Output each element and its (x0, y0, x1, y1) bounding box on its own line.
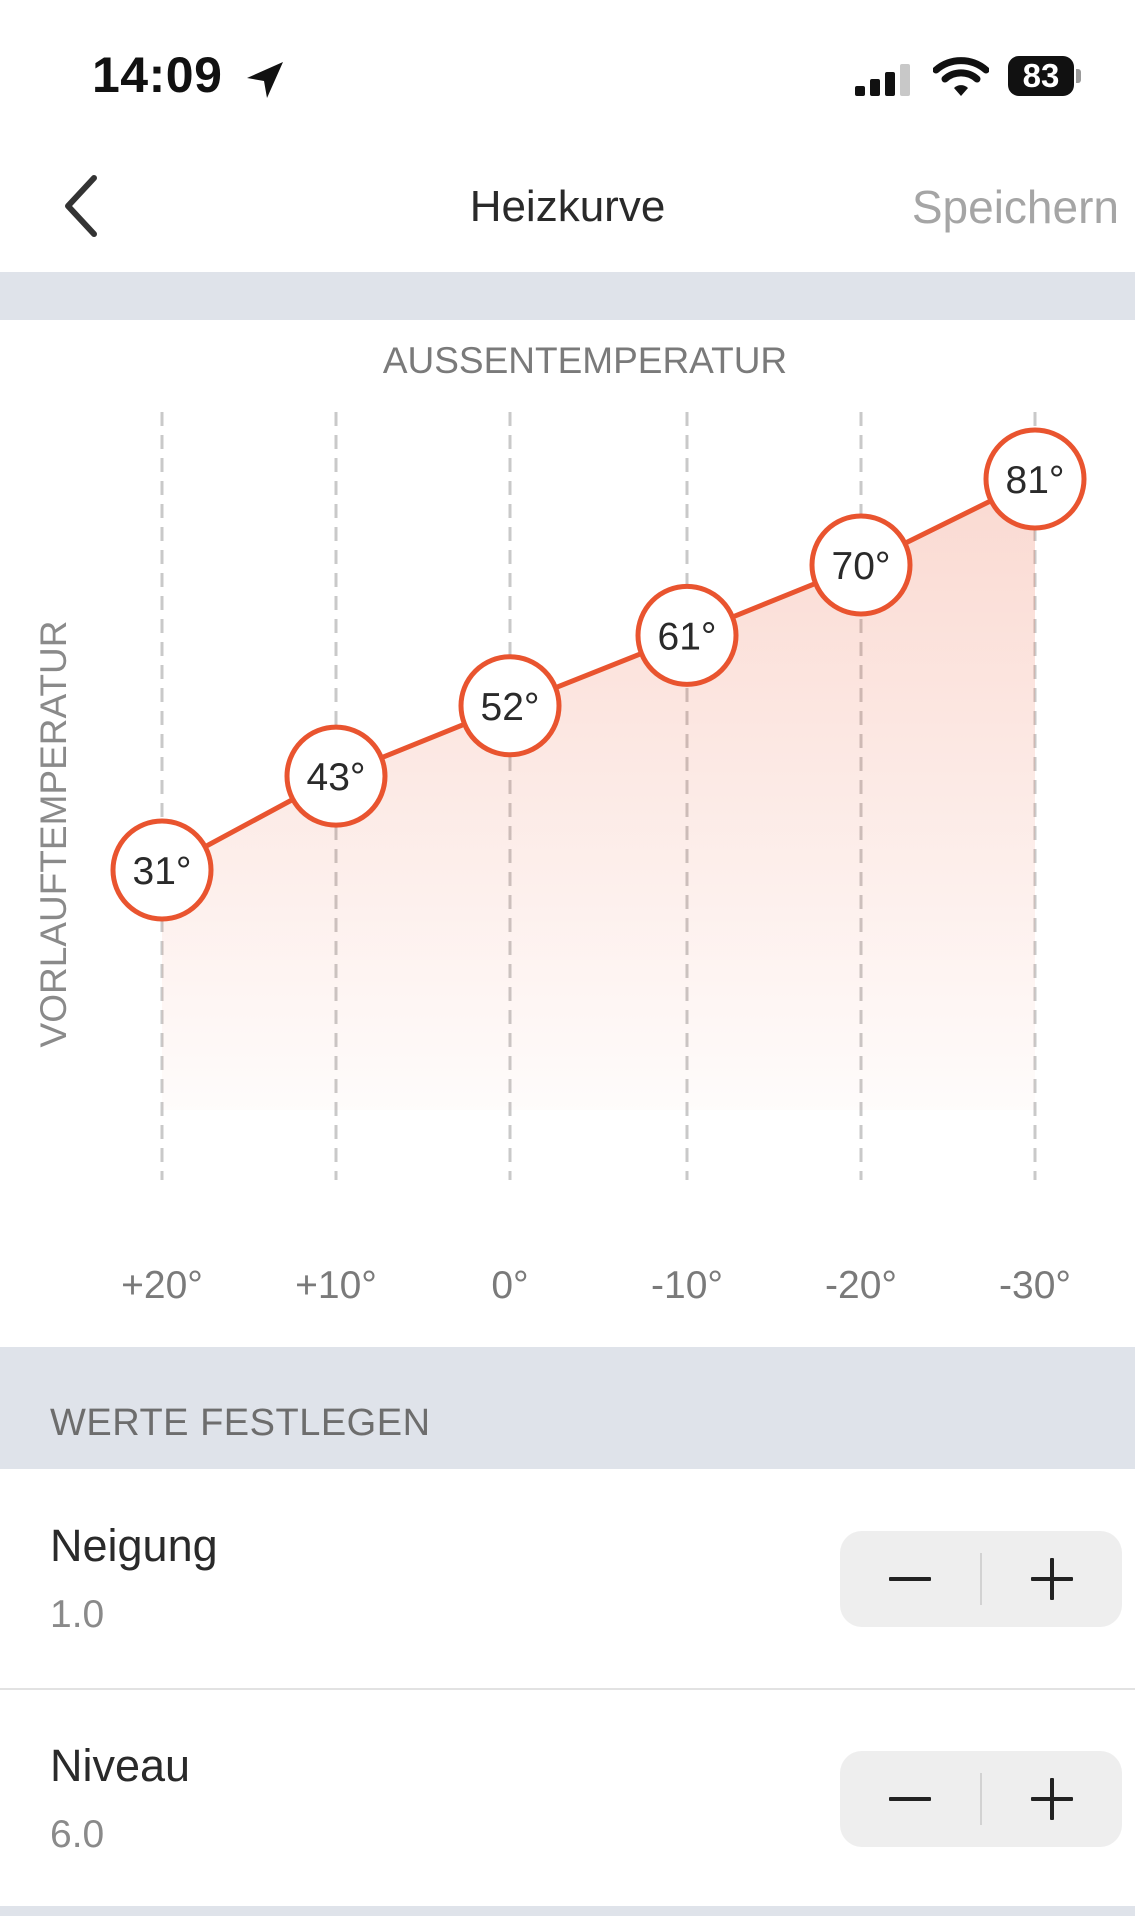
x-tick-label: -20° (825, 1264, 897, 1307)
neigung-increment-button[interactable] (982, 1531, 1122, 1627)
minus-icon (889, 1797, 931, 1801)
curve-point[interactable]: 31° (110, 818, 214, 922)
niveau-stepper (840, 1751, 1122, 1847)
curve-point-marker (110, 818, 214, 922)
curve-point[interactable]: 70° (809, 513, 913, 617)
chevron-left-icon (65, 175, 97, 237)
back-button[interactable] (52, 166, 112, 246)
neigung-decrement-button[interactable] (840, 1531, 980, 1627)
location-arrow-icon (247, 62, 283, 98)
curve-point[interactable]: 81° (983, 427, 1087, 531)
curve-point-label: 31° (133, 850, 192, 893)
curve-point-marker (635, 583, 739, 687)
cellular-signal-icon (855, 64, 910, 96)
curve-point-marker (983, 427, 1087, 531)
curve-point-label: 43° (307, 756, 366, 799)
curve-point-marker (284, 724, 388, 828)
x-tick-label: -10° (651, 1264, 723, 1307)
top-separator-band (0, 272, 1135, 320)
battery-icon: 83 (1008, 56, 1081, 96)
status-time: 14:09 (92, 47, 223, 103)
curve-point[interactable]: 52° (458, 654, 562, 758)
curve-point[interactable]: 61° (635, 583, 739, 687)
niveau-label: Niveau (50, 1740, 191, 1791)
curve-area-fill (162, 479, 1035, 1110)
curve-point-marker (458, 654, 562, 758)
niveau-decrement-button[interactable] (840, 1751, 980, 1847)
curve-point-marker (809, 513, 913, 617)
stepper-divider (980, 1773, 982, 1825)
curve-point-label: 81° (1006, 459, 1065, 502)
x-tick-label: +20° (121, 1264, 203, 1307)
curve-point-label: 61° (658, 615, 717, 658)
neigung-label: Neigung (50, 1520, 218, 1571)
curve-point-label: 52° (481, 686, 540, 729)
niveau-value: 6.0 (50, 1813, 105, 1856)
x-tick-label: -30° (999, 1264, 1071, 1307)
x-tick-label: 0° (491, 1264, 528, 1307)
neigung-value: 1.0 (50, 1593, 105, 1636)
y-axis-title: VORLAUFTEMPERATUR (33, 621, 74, 1048)
heating-curve-chart: AUSSENTEMPERATUR VORLAUFTEMPERATUR 31° 43… (33, 340, 1087, 1307)
battery-level: 83 (1022, 57, 1060, 94)
section-header (0, 1347, 1135, 1469)
save-button[interactable]: Speichern (911, 181, 1119, 233)
page-title: Heizkurve (469, 182, 666, 231)
section-title: WERTE FESTLEGEN (50, 1402, 431, 1444)
neigung-stepper (840, 1531, 1122, 1627)
niveau-increment-button[interactable] (982, 1751, 1122, 1847)
x-axis-title: AUSSENTEMPERATUR (383, 340, 787, 381)
curve-point-label: 70° (832, 545, 891, 588)
x-tick-label: +10° (295, 1264, 377, 1307)
stepper-divider (980, 1553, 982, 1605)
wifi-icon (933, 57, 989, 96)
minus-icon (889, 1577, 931, 1581)
row-divider (0, 1688, 1135, 1690)
curve-point[interactable]: 43° (284, 724, 388, 828)
bottom-separator-band (0, 1906, 1135, 1916)
